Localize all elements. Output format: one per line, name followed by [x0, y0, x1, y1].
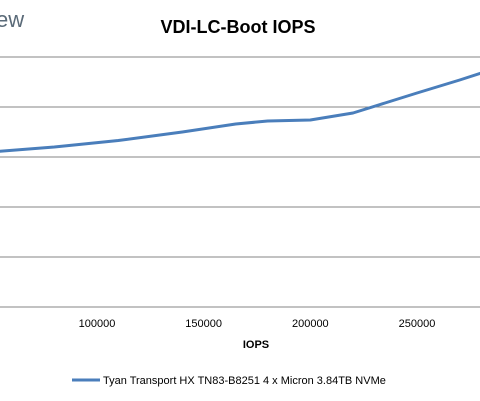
x-tick-label: 200000	[292, 318, 329, 330]
x-axis-label: IOPS	[243, 339, 269, 351]
logo-fragment: ew	[0, 7, 24, 32]
x-tick-label: 150000	[185, 318, 222, 330]
chart-title: VDI-LC-Boot IOPS	[161, 17, 316, 37]
x-tick-label: 100000	[79, 318, 116, 330]
legend: Tyan Transport HX TN83-B8251 4 x Micron …	[72, 375, 386, 387]
x-tick-labels: 0100000150000200000250000	[79, 318, 436, 330]
y-gridlines	[0, 56, 480, 258]
legend-label: Tyan Transport HX TN83-B8251 4 x Micron …	[103, 375, 386, 387]
series-line	[0, 71, 480, 153]
x-tick-label: 250000	[399, 318, 436, 330]
